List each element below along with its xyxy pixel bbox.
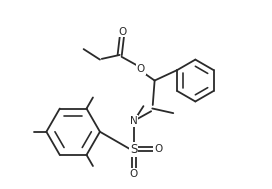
Text: N: N bbox=[130, 116, 138, 126]
Text: O: O bbox=[118, 27, 126, 37]
Text: O: O bbox=[129, 169, 138, 179]
Text: O: O bbox=[137, 64, 145, 74]
Text: O: O bbox=[154, 144, 162, 154]
Text: S: S bbox=[130, 143, 137, 156]
